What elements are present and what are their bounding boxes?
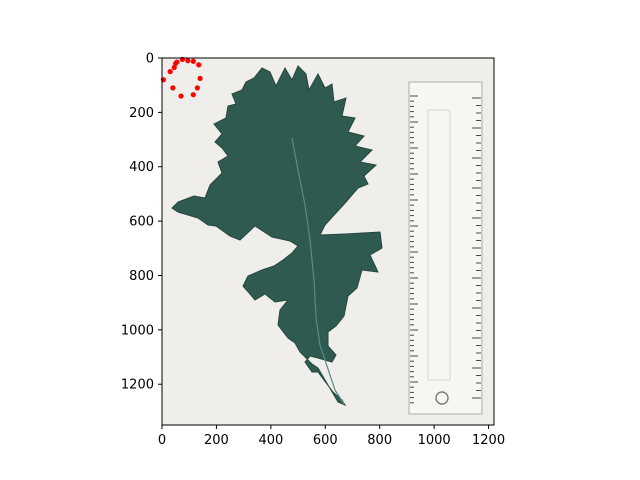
axes-frame <box>161 57 495 426</box>
scatter-point <box>190 58 196 64</box>
y-axis: 0 200 400 600 800 1000 1200 <box>121 52 162 393</box>
scatter-point <box>190 92 196 98</box>
x-tick-label: 800 <box>367 433 392 448</box>
y-tick-label: 800 <box>129 269 154 284</box>
scatter-point <box>196 62 202 68</box>
y-tick-label: 1200 <box>121 378 154 393</box>
y-tick-label: 200 <box>129 106 154 121</box>
plot-area <box>160 56 495 426</box>
scatter-point <box>171 64 177 71</box>
x-tick-label: 0 <box>158 433 166 448</box>
x-tick-label: 600 <box>313 433 338 448</box>
leaf-midrib <box>291 137 345 405</box>
x-tick-label: 200 <box>204 433 229 448</box>
y-tick-label: 400 <box>129 160 154 175</box>
scatter-point <box>173 60 179 67</box>
leaf-image <box>171 65 383 407</box>
x-tick-label: 1000 <box>418 433 451 448</box>
scatter-point <box>197 75 203 81</box>
y-tick-label: 600 <box>129 215 154 230</box>
y-tick-label: 1000 <box>121 323 154 338</box>
scatter-series <box>160 56 203 99</box>
scatter-point <box>185 58 191 64</box>
scatter-point <box>178 93 184 99</box>
scatter-point <box>194 85 200 91</box>
x-tick-label: 1200 <box>472 433 505 448</box>
x-axis: 0 200 400 600 800 1000 1200 <box>158 425 505 448</box>
y-tick-label: 0 <box>146 52 154 67</box>
x-tick-label: 400 <box>258 433 283 448</box>
scatter-point <box>167 68 173 75</box>
ruler-image <box>408 81 483 415</box>
scatter-point <box>170 85 176 91</box>
